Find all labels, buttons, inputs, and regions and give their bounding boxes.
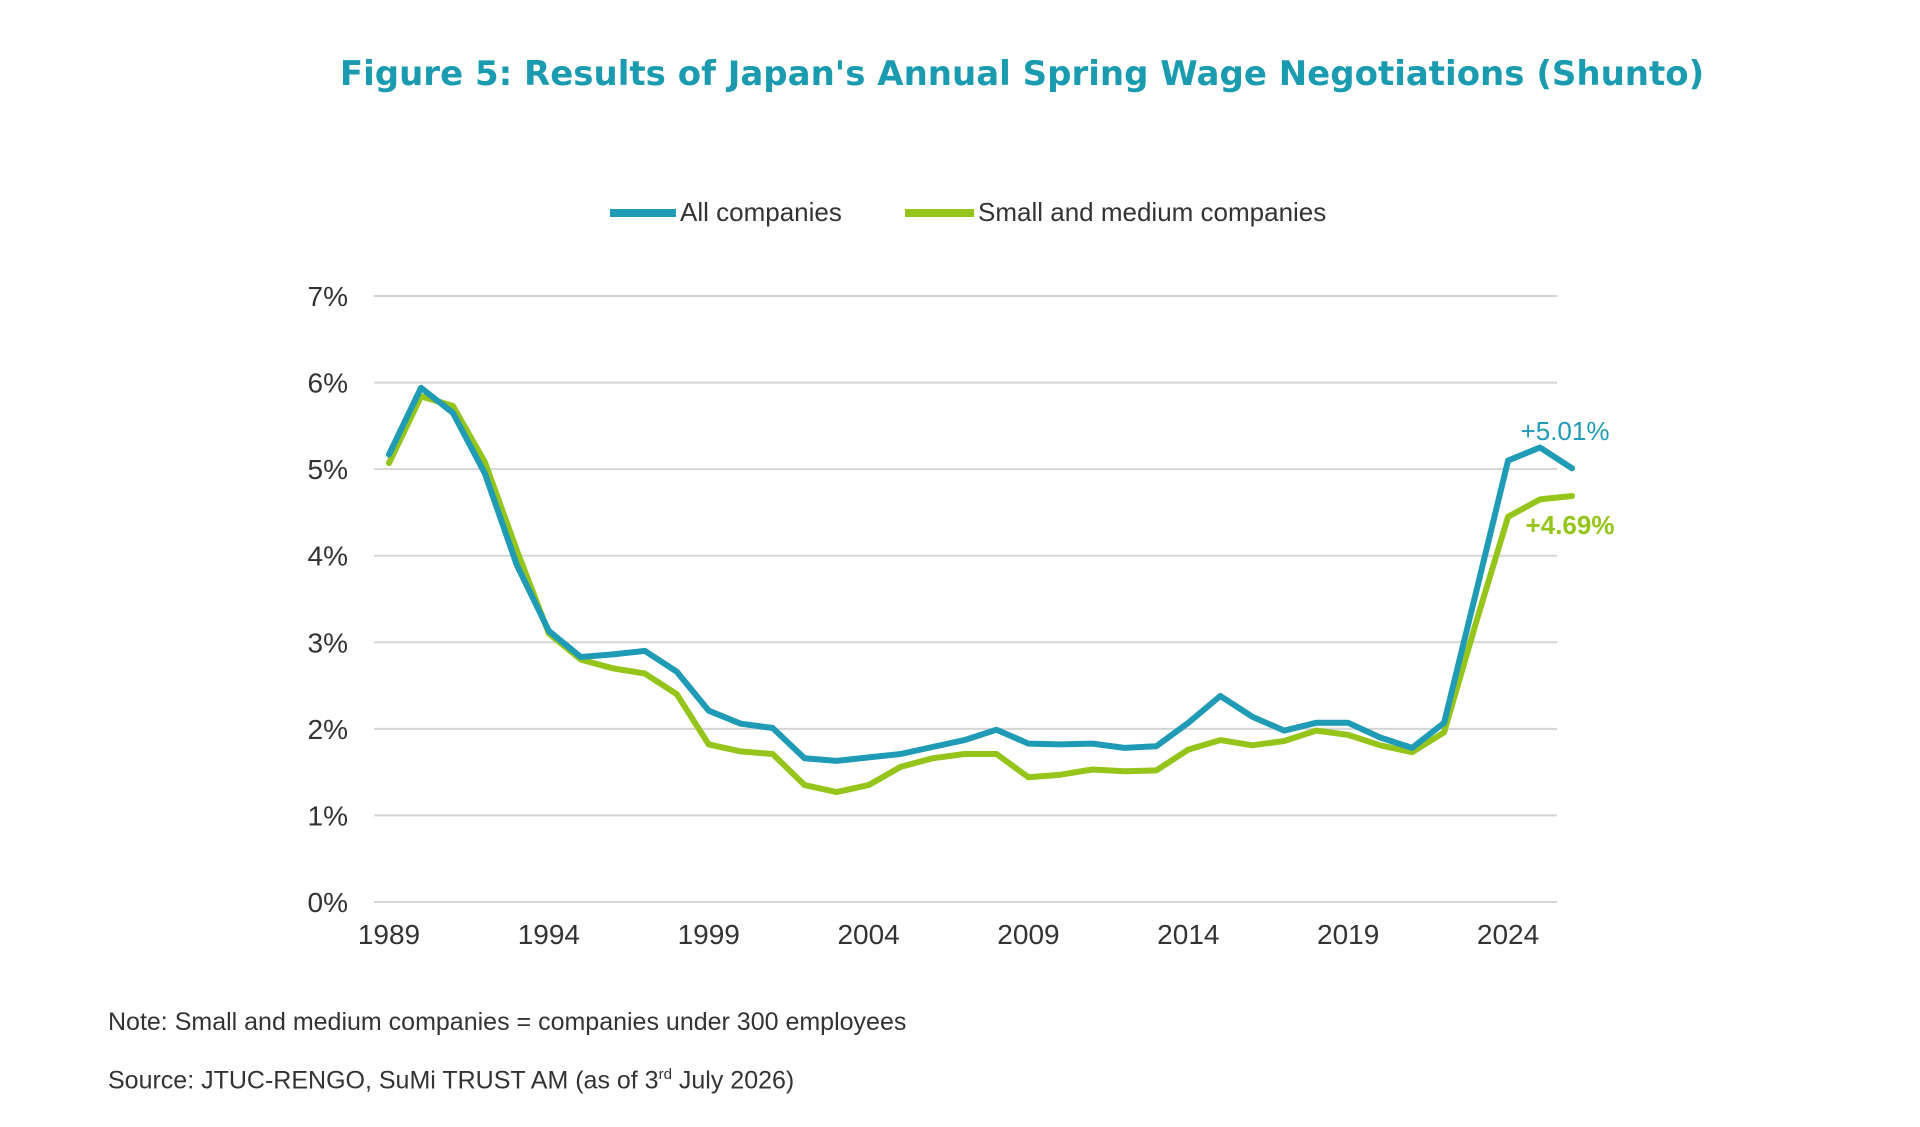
y-tick-label: 1%	[308, 800, 348, 831]
source-date: July 2026)	[671, 1066, 795, 1095]
legend-label-all-companies: All companies	[680, 197, 842, 227]
end-label-all-companies: +5.01%	[1521, 416, 1610, 446]
y-tick-label: 5%	[308, 454, 348, 485]
chart-source: Source: JTUC-RENGO, SuMi TRUST AM (as of…	[108, 1066, 794, 1095]
end-label-small-medium-companies: +4.69%	[1526, 510, 1615, 540]
y-axis-ticks: 0% 1% 2% 3% 4% 5% 6% 7%	[308, 281, 348, 918]
gridlines	[374, 295, 1557, 903]
y-tick-label: 4%	[308, 541, 348, 572]
y-tick-label: 3%	[308, 627, 348, 658]
x-tick-label: 2019	[1317, 919, 1379, 950]
x-tick-label: 1994	[518, 919, 580, 950]
y-tick-label: 0%	[308, 887, 348, 918]
legend-label-small-medium-companies: Small and medium companies	[978, 197, 1326, 227]
y-tick-label: 7%	[308, 281, 348, 312]
end-labels: +5.01% +4.69%	[1521, 416, 1615, 540]
chart-note: Note: Small and medium companies = compa…	[108, 1008, 907, 1036]
source-text: Source: JTUC-RENGO, SuMi TRUST AM (as of…	[108, 1066, 659, 1095]
source-superscript: rd	[658, 1066, 672, 1083]
x-tick-label: 2014	[1157, 919, 1219, 950]
x-tick-label: 2009	[997, 919, 1059, 950]
series-lines	[386, 384, 1575, 796]
x-tick-label: 1999	[678, 919, 740, 950]
legend: All companies Small and medium companies	[610, 197, 1326, 227]
x-axis-ticks: 1989 1994 1999 2004 2009 2014 2019 2024	[358, 919, 1539, 950]
y-tick-label: 6%	[308, 368, 348, 399]
series-line-small-medium-companies	[386, 393, 1575, 796]
x-tick-label: 2004	[837, 919, 899, 950]
chart-title: Figure 5: Results of Japan's Annual Spri…	[340, 54, 1704, 94]
x-tick-label: 2024	[1477, 919, 1539, 950]
y-tick-label: 2%	[308, 714, 348, 745]
x-tick-label: 1989	[358, 919, 420, 950]
series-line-all-companies	[386, 384, 1575, 764]
